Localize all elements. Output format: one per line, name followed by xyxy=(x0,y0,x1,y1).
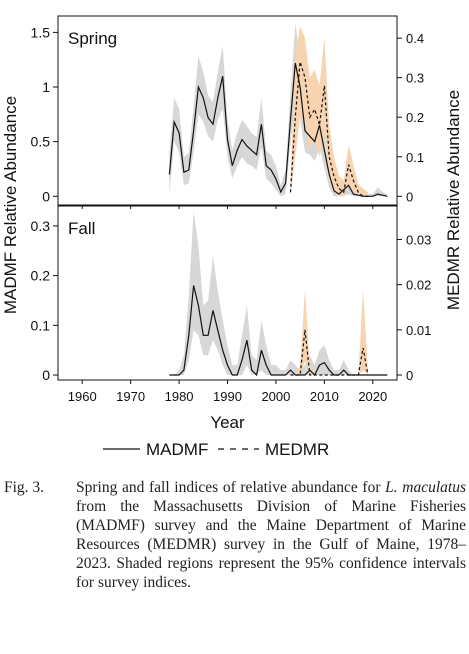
right-tick-label: 0.1 xyxy=(406,150,424,165)
right-tick-label: 0.03 xyxy=(406,232,431,247)
x-tick-label: 2000 xyxy=(261,389,290,404)
medmr-ci-band xyxy=(290,26,368,197)
left-tick-label: 0 xyxy=(42,188,50,204)
x-tick-label: 1990 xyxy=(213,389,242,404)
right-tick-label: 0.2 xyxy=(406,110,424,125)
caption-text: Spring and fall indices of relative abun… xyxy=(76,478,466,592)
caption-label: Fig. 3. xyxy=(4,479,45,496)
left-tick-label: 0 xyxy=(42,367,50,383)
x-tick-label: 1960 xyxy=(68,389,97,404)
left-tick-label: 0.1 xyxy=(31,317,51,333)
panel-fall: 0 0.1 0.2 0.3 0 0.01 0.02 0.03 Fall xyxy=(31,205,431,384)
right-tick-label: 0.3 xyxy=(406,71,424,86)
left-axis-title: MADMF Relative Abundance xyxy=(1,96,20,314)
left-tick-label: 1.5 xyxy=(31,24,51,40)
caption-text-before: Spring and fall indices of relative abun… xyxy=(76,479,386,496)
left-tick-label: 0.3 xyxy=(31,218,51,234)
x-tick-label: 2010 xyxy=(310,389,339,404)
panel-label: Spring xyxy=(68,29,117,48)
caption-text-after: from the Massachusetts Division of Marin… xyxy=(76,498,466,591)
x-tick-label: 2020 xyxy=(358,389,387,404)
madmf-ci-band xyxy=(169,23,388,197)
madmf-series-line xyxy=(168,62,388,197)
x-tick-label: 1980 xyxy=(165,389,194,404)
right-tick-label: 0 xyxy=(406,368,413,383)
medmr-ci-band xyxy=(290,289,368,375)
x-tick-label: 1970 xyxy=(116,389,145,404)
right-tick-label: 0 xyxy=(406,189,413,204)
legend: MADMF MEDMR xyxy=(103,440,329,459)
madmf-ci-band xyxy=(169,211,388,375)
abundance-chart: 0 0.5 1 1.5 0 0.1 0.2 0.3 0.4 Spring 0 0.1 0.2 0.3 0 0.… xyxy=(1,15,463,459)
left-tick-label: 0.5 xyxy=(31,134,51,150)
caption-species: L. maculatus xyxy=(385,479,466,496)
left-tick-label: 1 xyxy=(42,79,50,95)
right-tick-label: 0.02 xyxy=(406,278,431,293)
legend-medmr-label: MEDMR xyxy=(265,440,329,459)
right-tick-label: 0.4 xyxy=(406,31,424,46)
right-tick-label: 0.01 xyxy=(406,323,431,338)
panel-label: Fall xyxy=(68,219,95,238)
madmf-series-line xyxy=(169,285,388,377)
right-axis-title: MEDMR Relative Abundance xyxy=(444,90,463,310)
panel-spring: 0 0.5 1 1.5 0 0.1 0.2 0.3 0.4 Spring xyxy=(31,15,424,209)
x-axis-title: Year xyxy=(210,413,245,432)
left-tick-label: 0.2 xyxy=(31,268,51,284)
legend-madmf-label: MADMF xyxy=(146,440,208,459)
medmr-series-line xyxy=(290,329,369,376)
